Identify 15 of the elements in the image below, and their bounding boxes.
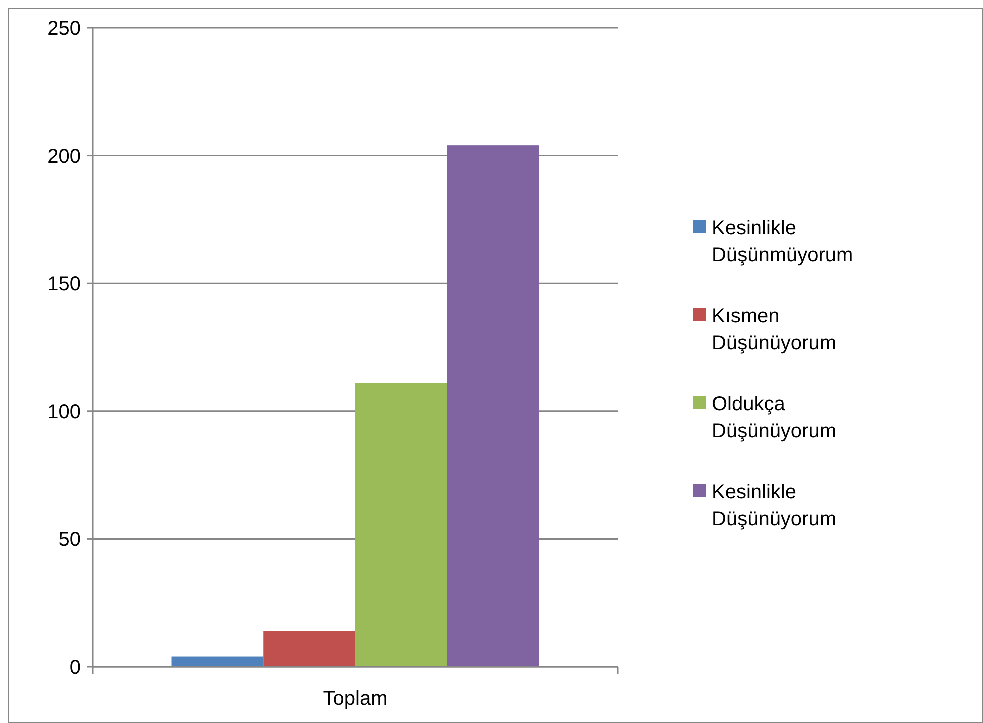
bar [356, 383, 448, 667]
y-tick-label: 100 [48, 401, 81, 424]
bar [172, 656, 264, 667]
legend-label: Kesinlikle Düşünüyorum [712, 482, 837, 530]
bar [264, 631, 356, 667]
y-tick-label: 0 [70, 657, 81, 679]
y-tick-label: 150 [48, 274, 81, 296]
y-tick-label: 250 [48, 18, 81, 40]
bar [447, 146, 540, 667]
x-tick-label: Toplam [323, 688, 388, 710]
legend-label: Kesinlikle Düşünmüyorum [712, 218, 854, 266]
legend-label: Kısmen Düşünüyorum [712, 306, 837, 354]
y-tick-label: 50 [58, 529, 81, 552]
y-tick-label: 200 [48, 146, 81, 168]
legend-label: Oldukça Düşünüyorum [712, 394, 837, 442]
